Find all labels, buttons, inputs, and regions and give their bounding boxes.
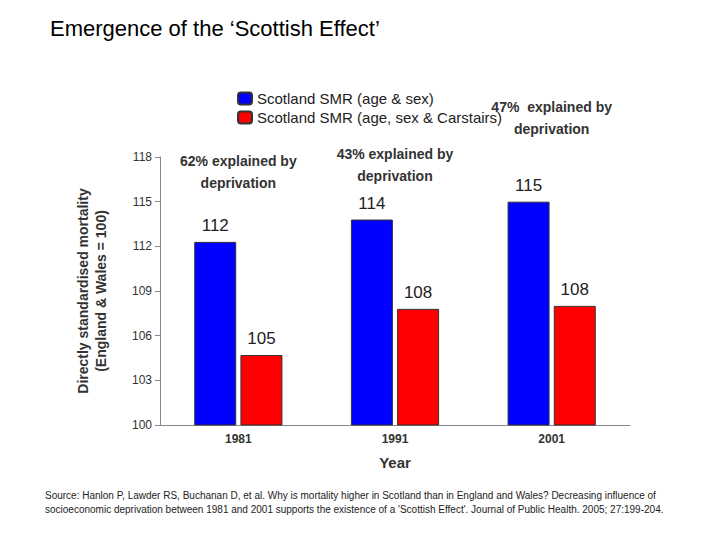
svg-text:62% explained by: 62% explained by <box>180 153 297 169</box>
svg-text:109: 109 <box>132 284 152 298</box>
svg-text:100: 100 <box>132 418 152 432</box>
svg-text:2001: 2001 <box>538 432 565 446</box>
svg-text:115: 115 <box>515 176 542 195</box>
svg-text:112: 112 <box>202 216 229 235</box>
svg-text:105: 105 <box>247 329 275 348</box>
svg-text:Scotland SMR (age & sex): Scotland SMR (age & sex) <box>257 90 434 107</box>
svg-text:Scotland SMR (age, sex & Carst: Scotland SMR (age, sex & Carstairs) <box>257 109 502 126</box>
svg-text:106: 106 <box>132 329 152 343</box>
svg-text:1991: 1991 <box>382 432 409 446</box>
svg-text:(England & Wales = 100): (England & Wales = 100) <box>93 210 109 372</box>
svg-text:deprivation: deprivation <box>357 168 432 184</box>
svg-text:Source: Hanlon P, Lawder RS, B: Source: Hanlon P, Lawder RS, Buchanan D,… <box>45 490 659 501</box>
svg-text:deprivation: deprivation <box>514 121 589 137</box>
svg-text:Year: Year <box>379 454 411 471</box>
svg-text:108: 108 <box>561 280 589 299</box>
svg-text:103: 103 <box>132 373 152 387</box>
svg-text:112: 112 <box>133 239 152 253</box>
svg-text:socioeconomic deprivation betw: socioeconomic deprivation between 1981 a… <box>45 504 663 515</box>
svg-text:47% explained by: 47% explained by <box>491 99 612 115</box>
svg-text:118: 118 <box>133 150 152 164</box>
svg-text:114: 114 <box>358 194 385 213</box>
svg-text:108: 108 <box>404 283 432 302</box>
svg-text:115: 115 <box>133 195 152 209</box>
svg-text:43% explained by: 43% explained by <box>337 146 454 162</box>
svg-text:Directly standardised mortalit: Directly standardised mortality <box>75 188 91 394</box>
svg-text:1981: 1981 <box>225 432 252 446</box>
svg-text:Emergence of the ‘Scottish Eff: Emergence of the ‘Scottish Effect’ <box>50 16 380 41</box>
svg-text:deprivation: deprivation <box>201 175 276 191</box>
